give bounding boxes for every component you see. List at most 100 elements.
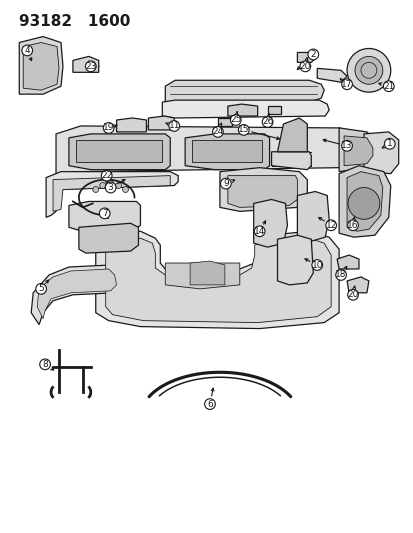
Polygon shape xyxy=(267,106,281,114)
Text: 26: 26 xyxy=(261,117,273,126)
Text: 93182   1600: 93182 1600 xyxy=(19,14,131,29)
Polygon shape xyxy=(76,140,162,161)
Text: 20: 20 xyxy=(347,290,358,300)
Polygon shape xyxy=(217,118,231,126)
Circle shape xyxy=(100,183,105,189)
Circle shape xyxy=(347,188,379,219)
Circle shape xyxy=(261,117,272,127)
Polygon shape xyxy=(73,56,98,72)
Circle shape xyxy=(335,270,346,280)
Circle shape xyxy=(341,79,351,90)
Circle shape xyxy=(169,120,179,131)
Polygon shape xyxy=(277,118,306,152)
Circle shape xyxy=(22,45,33,56)
Polygon shape xyxy=(69,134,170,169)
Polygon shape xyxy=(271,152,311,169)
Circle shape xyxy=(347,220,358,231)
Text: 10: 10 xyxy=(311,261,322,270)
Polygon shape xyxy=(37,269,116,319)
Text: 12: 12 xyxy=(325,221,336,230)
Circle shape xyxy=(40,359,50,370)
Text: 21: 21 xyxy=(382,82,394,91)
Circle shape xyxy=(107,181,113,187)
Circle shape xyxy=(346,49,390,92)
Text: 7: 7 xyxy=(102,209,107,218)
Circle shape xyxy=(307,49,318,60)
Polygon shape xyxy=(190,261,224,285)
Circle shape xyxy=(238,125,249,135)
Polygon shape xyxy=(227,175,297,207)
Polygon shape xyxy=(185,134,269,169)
Text: 19: 19 xyxy=(103,124,114,132)
Circle shape xyxy=(212,126,223,138)
Text: 16: 16 xyxy=(347,221,358,230)
Polygon shape xyxy=(219,168,306,212)
Text: 15: 15 xyxy=(237,125,249,134)
Text: 9: 9 xyxy=(223,179,228,188)
Polygon shape xyxy=(336,255,358,269)
Polygon shape xyxy=(165,80,323,104)
Polygon shape xyxy=(31,265,120,325)
Text: 24: 24 xyxy=(212,127,223,136)
Polygon shape xyxy=(148,116,174,130)
Text: 14: 14 xyxy=(253,227,265,236)
Text: 11: 11 xyxy=(168,122,180,131)
Circle shape xyxy=(254,226,264,237)
Polygon shape xyxy=(69,201,140,233)
Polygon shape xyxy=(346,277,368,293)
Text: 22: 22 xyxy=(101,171,112,180)
Circle shape xyxy=(101,170,112,181)
Text: 5: 5 xyxy=(38,284,44,293)
Circle shape xyxy=(220,178,230,189)
Circle shape xyxy=(384,139,394,149)
Polygon shape xyxy=(116,118,146,132)
Polygon shape xyxy=(253,199,287,247)
Polygon shape xyxy=(165,263,239,289)
Circle shape xyxy=(105,182,116,193)
Polygon shape xyxy=(23,43,59,90)
Polygon shape xyxy=(192,140,261,161)
Circle shape xyxy=(299,61,310,72)
Polygon shape xyxy=(56,126,373,175)
Polygon shape xyxy=(338,128,378,172)
Text: 23: 23 xyxy=(85,62,96,71)
Circle shape xyxy=(103,123,114,133)
Circle shape xyxy=(122,187,128,192)
Circle shape xyxy=(36,284,46,294)
Text: 3: 3 xyxy=(107,183,113,192)
Polygon shape xyxy=(53,175,170,212)
Circle shape xyxy=(347,289,358,300)
Circle shape xyxy=(93,187,98,192)
Text: 25: 25 xyxy=(230,116,241,125)
Circle shape xyxy=(115,183,121,189)
Text: 20: 20 xyxy=(299,62,310,71)
Circle shape xyxy=(341,141,351,151)
Circle shape xyxy=(85,61,96,72)
Circle shape xyxy=(382,81,393,92)
Circle shape xyxy=(311,260,322,270)
Polygon shape xyxy=(78,223,138,253)
Text: 18: 18 xyxy=(335,270,346,279)
Polygon shape xyxy=(346,172,382,231)
Polygon shape xyxy=(297,191,328,241)
Polygon shape xyxy=(46,172,178,217)
Polygon shape xyxy=(95,231,338,328)
Circle shape xyxy=(230,115,240,125)
Text: 8: 8 xyxy=(42,360,48,369)
Circle shape xyxy=(99,208,110,219)
Text: 6: 6 xyxy=(206,400,212,409)
Text: 2: 2 xyxy=(310,50,316,59)
Polygon shape xyxy=(105,238,330,322)
Circle shape xyxy=(204,399,215,409)
Polygon shape xyxy=(316,68,346,82)
Text: 17: 17 xyxy=(340,80,352,88)
Polygon shape xyxy=(297,52,315,62)
Text: 1: 1 xyxy=(386,139,392,148)
Polygon shape xyxy=(343,136,372,166)
Polygon shape xyxy=(363,132,398,174)
Polygon shape xyxy=(19,37,63,94)
Text: 4: 4 xyxy=(24,46,30,55)
Circle shape xyxy=(325,220,336,231)
Polygon shape xyxy=(227,104,257,116)
Text: 13: 13 xyxy=(340,141,352,150)
